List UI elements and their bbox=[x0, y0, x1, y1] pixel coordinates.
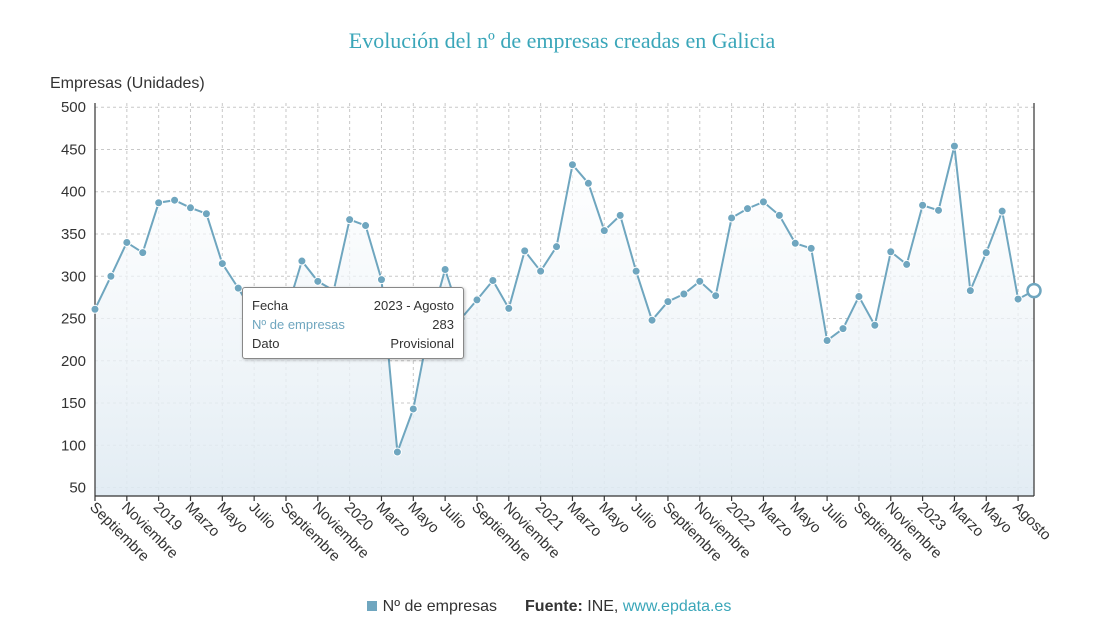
data-point[interactable] bbox=[965, 286, 975, 296]
data-point[interactable] bbox=[170, 195, 180, 205]
x-tick-label: Julio bbox=[627, 499, 661, 533]
data-point[interactable] bbox=[504, 303, 514, 313]
data-point[interactable] bbox=[361, 221, 371, 231]
data-point[interactable] bbox=[838, 324, 848, 334]
data-point[interactable] bbox=[918, 200, 928, 210]
data-point[interactable] bbox=[106, 271, 116, 281]
y-tick-label: 500 bbox=[61, 99, 86, 116]
x-tick-labels: SeptiembreNoviembre2019MarzoMayoJulioSep… bbox=[86, 499, 1054, 565]
data-point[interactable] bbox=[154, 198, 164, 208]
data-point[interactable] bbox=[90, 304, 100, 314]
data-point[interactable] bbox=[567, 160, 577, 170]
legend: Nº de empresas Fuente: INE, www.epdata.es bbox=[0, 598, 1098, 616]
tooltip-fecha-label: Fecha bbox=[252, 298, 289, 313]
highlighted-point[interactable] bbox=[1026, 282, 1042, 299]
data-point[interactable] bbox=[758, 197, 768, 207]
data-point[interactable] bbox=[806, 243, 816, 253]
data-point[interactable] bbox=[552, 242, 562, 252]
data-point[interactable] bbox=[345, 215, 355, 225]
x-tick-label: Marzo bbox=[755, 499, 796, 540]
data-point[interactable] bbox=[902, 259, 912, 269]
y-tick-label: 150 bbox=[61, 395, 86, 412]
data-point[interactable] bbox=[313, 276, 323, 286]
data-point[interactable] bbox=[695, 276, 705, 286]
series-area bbox=[95, 146, 1034, 496]
data-point[interactable] bbox=[472, 295, 482, 305]
data-point[interactable] bbox=[854, 292, 864, 302]
tooltip-dato-label: Dato bbox=[252, 336, 280, 351]
data-point[interactable] bbox=[217, 259, 227, 269]
data-point[interactable] bbox=[138, 248, 148, 258]
tooltip-fecha-value: 2023 - Agosto bbox=[373, 298, 454, 313]
tooltip-series-value: 283 bbox=[432, 317, 454, 332]
y-tick-label: 350 bbox=[61, 226, 86, 243]
data-point[interactable] bbox=[599, 226, 609, 236]
y-tick-label: 450 bbox=[61, 141, 86, 158]
tooltip: Fecha 2023 - Agosto Nº de empresas 283 D… bbox=[242, 287, 464, 359]
y-tick-label: 200 bbox=[61, 353, 86, 370]
data-point[interactable] bbox=[185, 203, 195, 213]
x-tick-label: Julio bbox=[436, 499, 470, 533]
data-point[interactable] bbox=[886, 247, 896, 257]
data-point[interactable] bbox=[631, 266, 641, 276]
data-point[interactable] bbox=[615, 210, 625, 220]
data-point[interactable] bbox=[822, 335, 832, 345]
data-point[interactable] bbox=[520, 246, 530, 256]
y-tick-labels: 50 100 150 200 250 300 350 400 450 500 bbox=[61, 99, 86, 496]
axes bbox=[94, 103, 1035, 501]
x-tick-label: Marzo bbox=[182, 499, 223, 540]
y-tick-label: 50 bbox=[69, 480, 86, 497]
data-point[interactable] bbox=[727, 213, 737, 223]
tooltip-row-fecha: Fecha 2023 - Agosto bbox=[252, 296, 454, 315]
y-tick-label: 250 bbox=[61, 311, 86, 328]
x-tick-label: Agosto bbox=[1009, 499, 1054, 544]
data-point[interactable] bbox=[392, 447, 402, 457]
source-label: Fuente: bbox=[525, 598, 583, 615]
data-point[interactable] bbox=[647, 315, 657, 325]
data-point[interactable] bbox=[201, 209, 211, 219]
legend-entry[interactable]: Nº de empresas bbox=[382, 598, 498, 615]
chart-title: Evolución del nº de empresas creadas en … bbox=[349, 28, 776, 53]
tooltip-dato-value: Provisional bbox=[390, 336, 454, 351]
x-tick-label: Marzo bbox=[564, 499, 605, 540]
y-tick-label: 100 bbox=[61, 437, 86, 454]
data-point[interactable] bbox=[870, 320, 880, 330]
data-point[interactable] bbox=[488, 275, 498, 285]
data-point[interactable] bbox=[679, 289, 689, 299]
data-point[interactable] bbox=[440, 264, 450, 274]
data-point[interactable] bbox=[790, 238, 800, 248]
data-point[interactable] bbox=[934, 205, 944, 215]
x-tick-label: Marzo bbox=[373, 499, 414, 540]
x-tick-label: Julio bbox=[818, 499, 852, 533]
tooltip-row-series: Nº de empresas 283 bbox=[252, 315, 454, 334]
data-point[interactable] bbox=[408, 404, 418, 414]
data-point[interactable] bbox=[997, 206, 1007, 216]
y-tick-label: 400 bbox=[61, 184, 86, 201]
data-point[interactable] bbox=[376, 275, 386, 285]
data-point[interactable] bbox=[981, 248, 991, 258]
data-point[interactable] bbox=[711, 291, 721, 301]
y-axis-label: Empresas (Unidades) bbox=[50, 75, 205, 92]
tooltip-row-dato: Dato Provisional bbox=[252, 334, 454, 353]
data-point[interactable] bbox=[663, 297, 673, 307]
data-point[interactable] bbox=[774, 210, 784, 220]
data-point[interactable] bbox=[583, 178, 593, 188]
source-text: INE, bbox=[587, 598, 623, 615]
series-area-fill bbox=[95, 146, 1034, 496]
data-point[interactable] bbox=[743, 204, 753, 214]
data-point[interactable] bbox=[949, 141, 959, 151]
tooltip-series-label: Nº de empresas bbox=[252, 317, 345, 332]
data-point[interactable] bbox=[1013, 294, 1023, 304]
legend-swatch bbox=[366, 601, 377, 611]
y-tick-label: 300 bbox=[61, 268, 86, 285]
x-tick-label: Julio bbox=[245, 499, 279, 533]
data-point[interactable] bbox=[122, 237, 132, 247]
data-point[interactable] bbox=[536, 266, 546, 276]
source-link[interactable]: www.epdata.es bbox=[622, 598, 732, 615]
x-tick-label: Marzo bbox=[946, 499, 987, 540]
data-point[interactable] bbox=[297, 256, 307, 266]
